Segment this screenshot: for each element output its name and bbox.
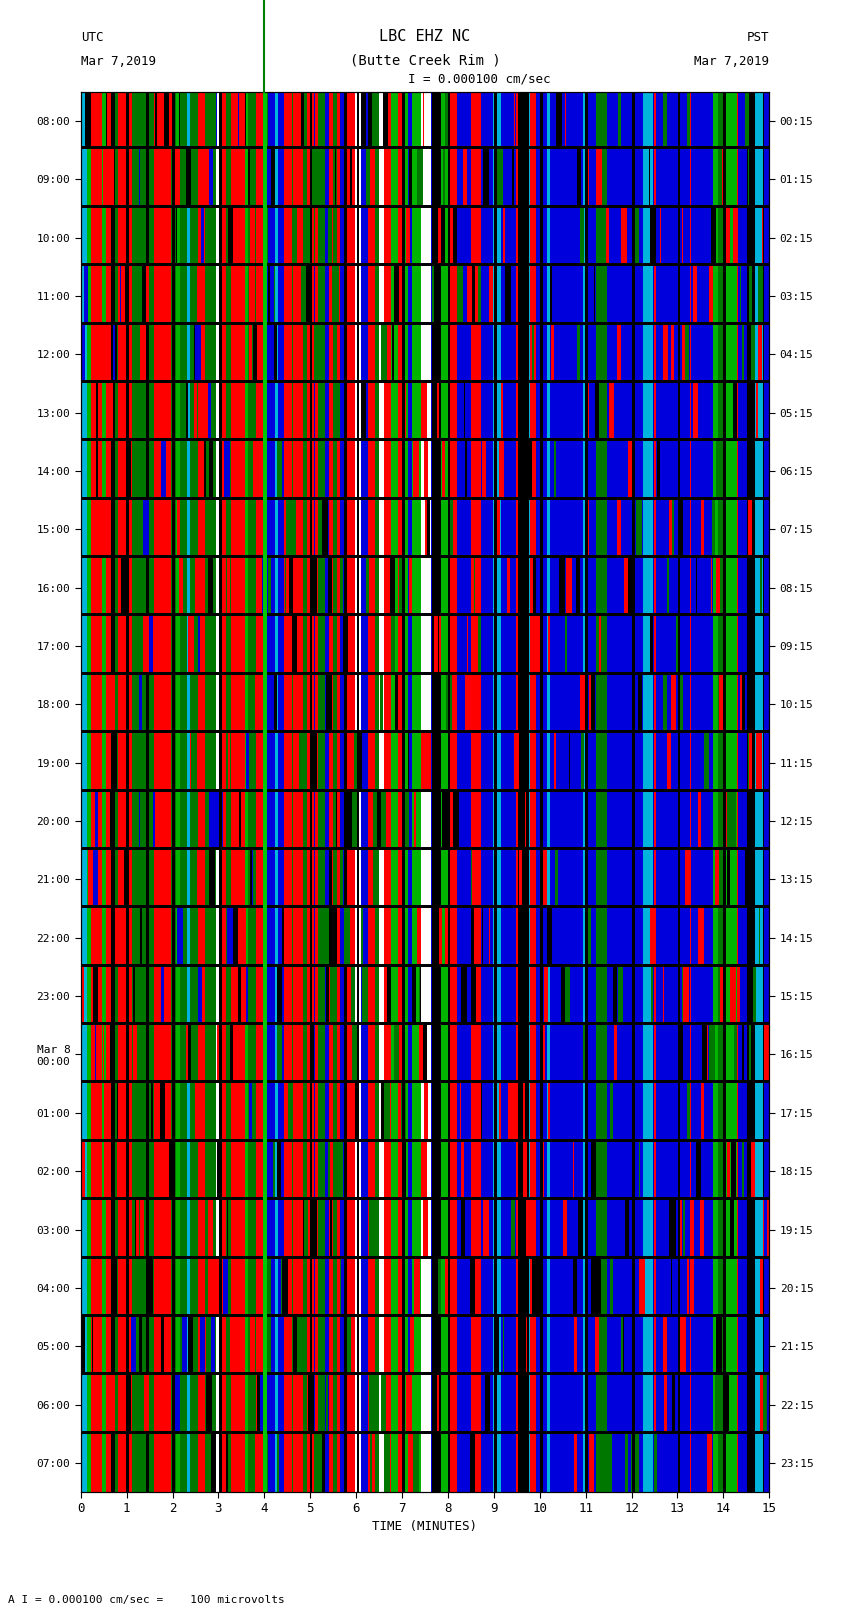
Text: I = 0.000100 cm/sec: I = 0.000100 cm/sec bbox=[408, 73, 551, 85]
Text: LBC EHZ NC: LBC EHZ NC bbox=[379, 29, 471, 44]
X-axis label: TIME (MINUTES): TIME (MINUTES) bbox=[372, 1519, 478, 1532]
Text: Mar 7,2019: Mar 7,2019 bbox=[694, 55, 769, 68]
Text: PST: PST bbox=[747, 31, 769, 44]
Text: UTC: UTC bbox=[81, 31, 103, 44]
Text: (Butte Creek Rim ): (Butte Creek Rim ) bbox=[349, 53, 501, 68]
Text: Mar 7,2019: Mar 7,2019 bbox=[81, 55, 156, 68]
Text: A I = 0.000100 cm/sec =    100 microvolts: A I = 0.000100 cm/sec = 100 microvolts bbox=[8, 1595, 286, 1605]
